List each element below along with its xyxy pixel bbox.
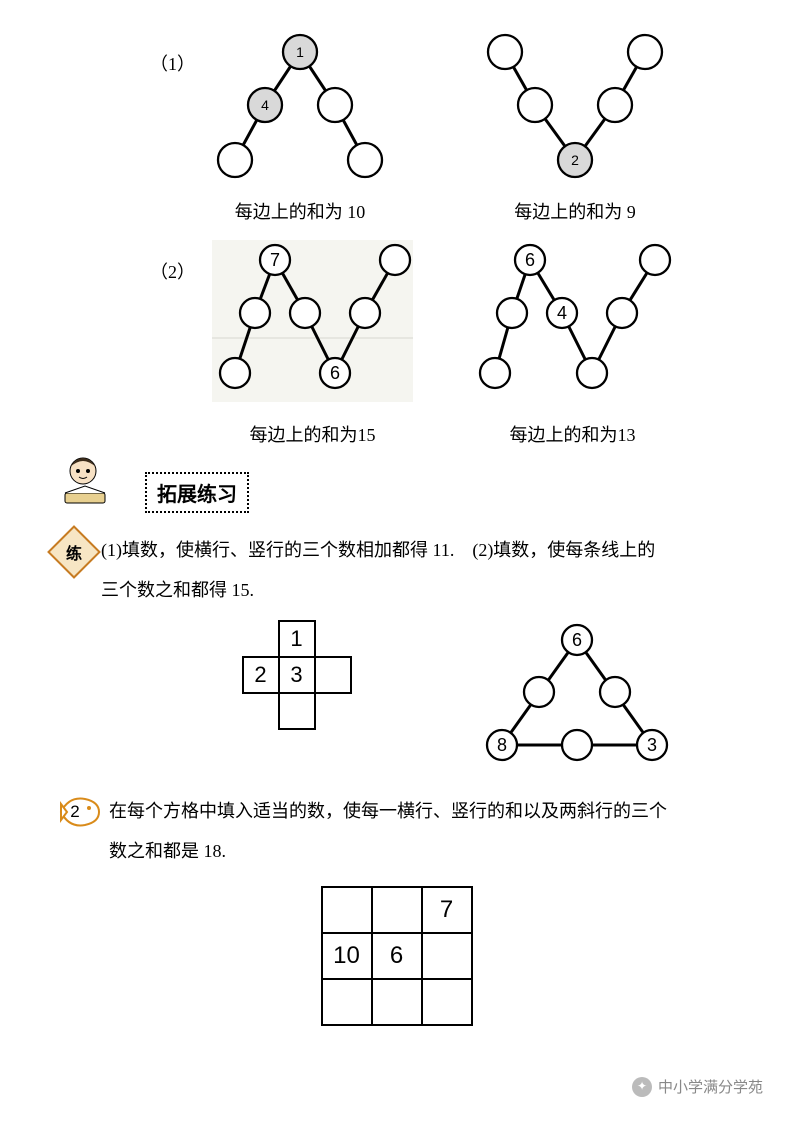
ex2-text-a: 在每个方格中填入适当的数，使每一横行、竖行的和以及两斜行的三个 (109, 801, 667, 821)
magic-grid: 7 106 (321, 886, 473, 1026)
ex1-text-b: 三个数之和都得 15. (101, 580, 254, 600)
watermark: ✦ 中小学满分学苑 (632, 1076, 763, 1097)
label-p1: （1） (150, 50, 210, 76)
ex1-text-a: (1)填数，使横行、竖行的三个数相加都得 11. (2)填数，使每条线上的 (101, 540, 655, 560)
section-title: 拓展练习 (145, 472, 249, 513)
svg-text:1: 1 (296, 44, 304, 60)
svg-text:6: 6 (525, 250, 535, 270)
svg-text:4: 4 (557, 303, 567, 323)
fish-icon: 2 (55, 792, 103, 834)
caption-p1-left: 每边上的和为 10 (210, 198, 390, 224)
diagram-p2-right: 6 4 每边上的和为13 (470, 238, 675, 447)
badge-ex1: 练 (47, 525, 101, 579)
svg-text:2: 2 (70, 802, 79, 821)
diagram-p1-left: 1 4 每边上的和为 10 (210, 30, 390, 224)
cross-grid: 1 23 (242, 620, 352, 730)
caption-p1-right: 每边上的和为 9 (480, 198, 670, 224)
diagram-p2-left: 7 6 每边上的和为15 (210, 238, 415, 447)
wechat-icon: ✦ (632, 1077, 652, 1097)
label-p2: （2） (150, 258, 210, 284)
caption-p2-right: 每边上的和为13 (470, 421, 675, 447)
ex2-text-b: 数之和都是 18. (109, 841, 226, 861)
boy-icon (55, 453, 120, 513)
svg-text:6: 6 (330, 363, 340, 383)
svg-text:2: 2 (571, 152, 579, 168)
triangle-diagram: 6 8 3 (472, 620, 682, 770)
svg-text:8: 8 (496, 735, 506, 755)
diagram-p1-right: 2 每边上的和为 9 (480, 30, 670, 224)
svg-text:6: 6 (571, 630, 581, 650)
svg-text:7: 7 (270, 250, 280, 270)
svg-text:3: 3 (646, 735, 656, 755)
svg-text:4: 4 (261, 97, 269, 113)
caption-p2-left: 每边上的和为15 (210, 421, 415, 447)
